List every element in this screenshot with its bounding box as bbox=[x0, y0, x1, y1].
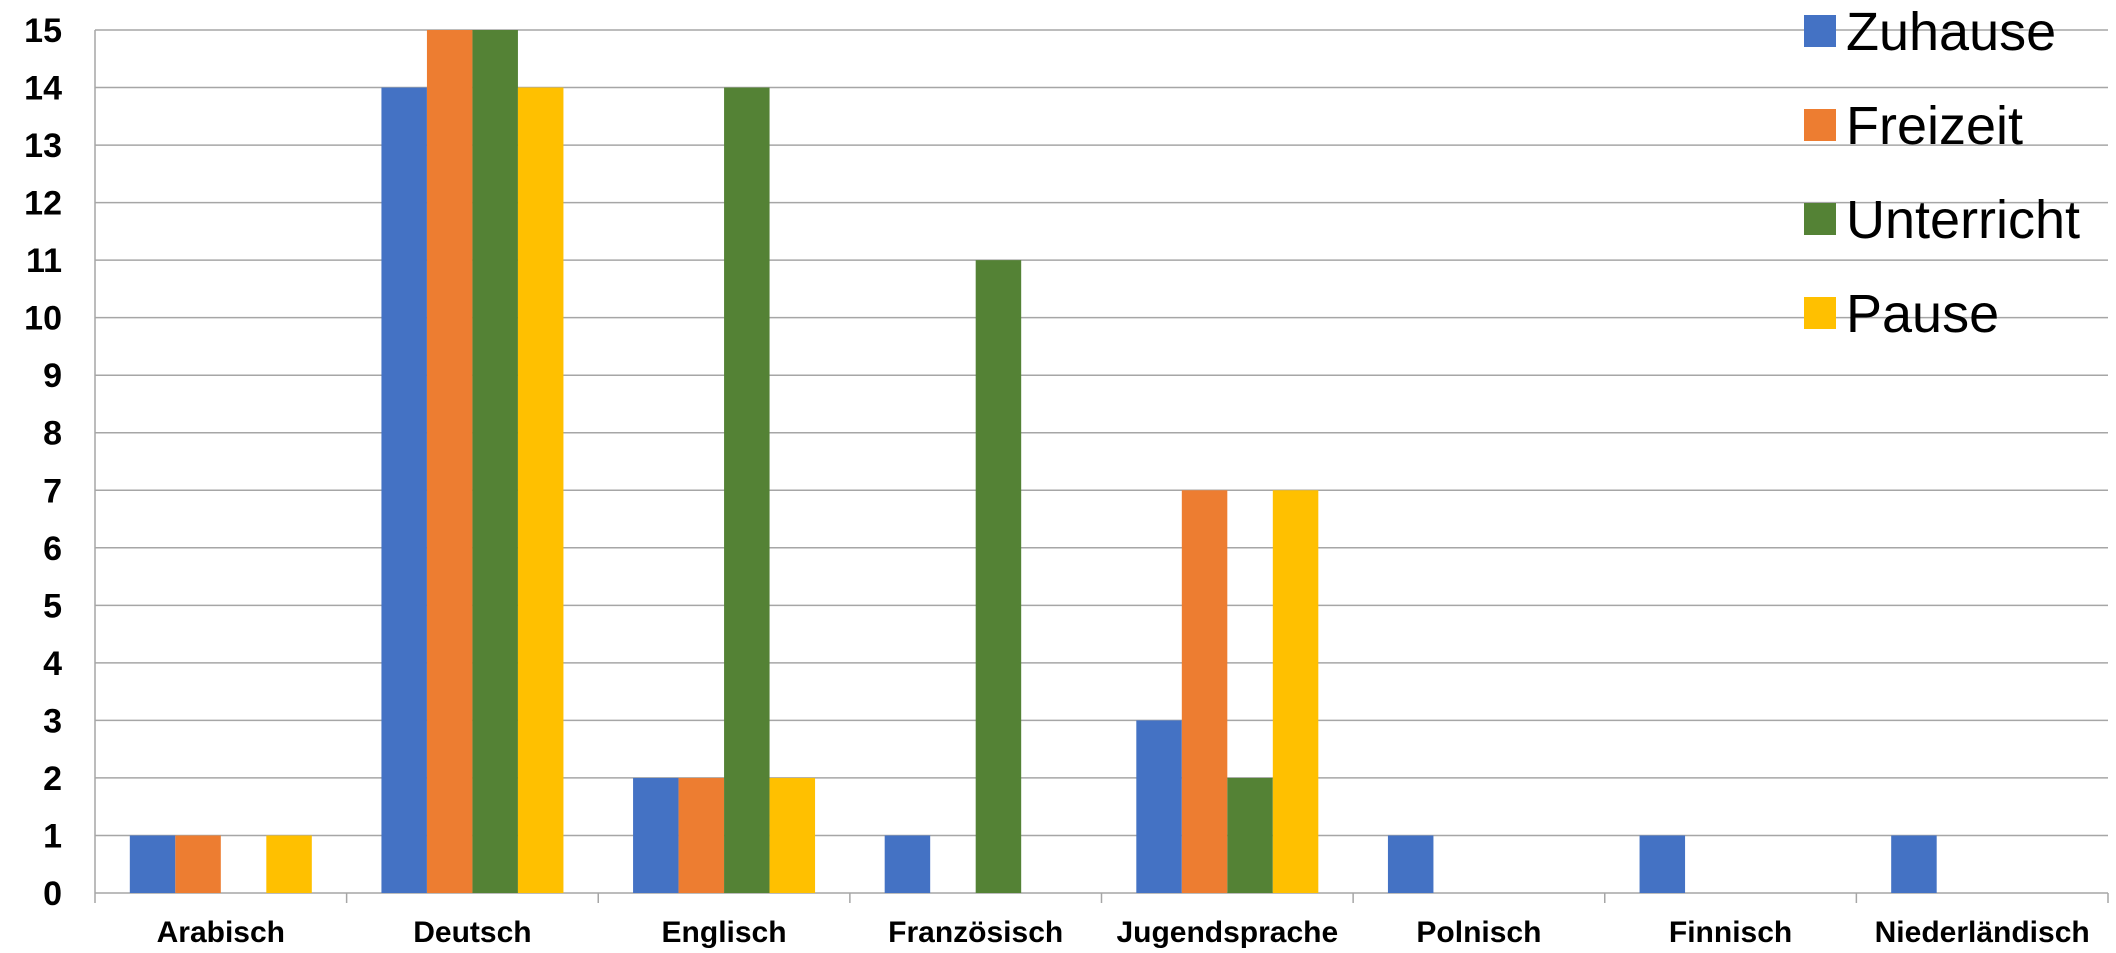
bar bbox=[175, 835, 221, 893]
bar bbox=[769, 777, 816, 893]
x-axis-category-labels: Arabisch Deutsch Englisch Französisch Jugend… bbox=[157, 916, 2090, 949]
y-tick-label: 10 bbox=[24, 300, 62, 338]
bar bbox=[1136, 720, 1182, 893]
x-category-label: Englisch bbox=[662, 916, 787, 949]
y-tick-label: 6 bbox=[43, 530, 62, 568]
x-category-label: Arabisch bbox=[157, 916, 285, 949]
bar bbox=[1272, 490, 1319, 893]
legend-swatch bbox=[1804, 109, 1836, 141]
bar bbox=[472, 30, 518, 893]
y-tick-label: 4 bbox=[43, 645, 62, 683]
x-category-label: Niederländisch bbox=[1875, 916, 2090, 949]
y-tick-label: 0 bbox=[43, 875, 62, 913]
y-tick-label: 11 bbox=[26, 242, 62, 280]
y-tick-label: 1 bbox=[43, 817, 62, 855]
x-category-label: Jugendsprache bbox=[1116, 916, 1338, 949]
bar bbox=[266, 835, 312, 893]
x-category-label: Finnisch bbox=[1669, 916, 1792, 949]
y-tick-label: 3 bbox=[43, 702, 62, 740]
x-category-label: Polnisch bbox=[1416, 916, 1541, 949]
bar bbox=[1227, 777, 1273, 893]
bar bbox=[517, 87, 564, 894]
y-tick-label: 5 bbox=[43, 587, 62, 625]
bar bbox=[129, 835, 176, 893]
legend-swatch bbox=[1804, 297, 1836, 329]
x-category-label: Deutsch bbox=[413, 916, 531, 949]
bar bbox=[724, 87, 770, 894]
bar bbox=[1639, 835, 1686, 893]
y-tick-label: 13 bbox=[24, 127, 62, 165]
legend-label: Unterricht bbox=[1846, 190, 2080, 250]
y-tick-label: 2 bbox=[43, 760, 62, 798]
bar bbox=[381, 87, 427, 894]
y-tick-label: 9 bbox=[43, 357, 62, 395]
bar bbox=[426, 30, 473, 893]
y-tick-label: 8 bbox=[43, 415, 62, 453]
legend-swatch bbox=[1804, 15, 1836, 47]
legend: Zuhause Freizeit Unterricht Pause bbox=[1804, 2, 2080, 344]
y-tick-label: 12 bbox=[24, 185, 62, 223]
bars bbox=[129, 30, 1937, 894]
bar bbox=[884, 835, 931, 893]
y-tick-label: 14 bbox=[24, 70, 62, 108]
legend-label: Freizeit bbox=[1846, 96, 2023, 156]
bar bbox=[1387, 835, 1434, 893]
y-tick-label: 15 bbox=[24, 12, 62, 50]
x-category-label: Französisch bbox=[888, 916, 1063, 949]
bar bbox=[1181, 490, 1228, 893]
bar bbox=[975, 260, 1022, 894]
bar bbox=[633, 777, 679, 893]
legend-swatch bbox=[1804, 203, 1836, 235]
bar bbox=[1891, 835, 1937, 893]
legend-label: Zuhause bbox=[1846, 2, 2056, 62]
bar bbox=[678, 777, 725, 893]
legend-label: Pause bbox=[1846, 284, 1999, 344]
y-tick-label: 7 bbox=[43, 472, 62, 510]
